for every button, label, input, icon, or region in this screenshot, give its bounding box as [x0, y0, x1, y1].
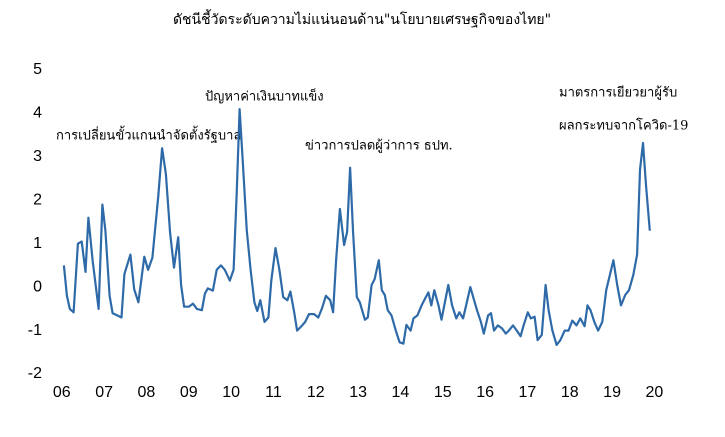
annotation: มาตรการเยียวยาผู้รับ — [559, 85, 677, 101]
annotation: ปัญหาค่าเงินบาทแข็ง — [205, 87, 324, 105]
x-tick-label: 15 — [434, 384, 452, 401]
y-tick-label: 3 — [33, 148, 42, 165]
x-tick-label: 10 — [222, 384, 240, 401]
x-tick-label: 19 — [603, 384, 621, 401]
x-tick-label: 06 — [53, 384, 71, 401]
y-tick-label: 5 — [33, 61, 42, 78]
x-tick-label: 18 — [561, 384, 579, 401]
y-tick-label: 4 — [33, 105, 42, 122]
y-tick-label: 1 — [33, 235, 42, 252]
annotation: ผลกระทบจากโควิด-19 — [559, 118, 688, 134]
y-tick-label: 2 — [33, 192, 42, 209]
x-tick-label: 11 — [265, 384, 282, 401]
x-tick-label: 09 — [180, 384, 198, 401]
x-tick-label: 17 — [519, 384, 537, 401]
y-tick-label: -2 — [28, 365, 42, 382]
x-tick-label: 20 — [646, 384, 664, 401]
x-tick-label: 13 — [349, 384, 367, 401]
annotation: การเปลี่ยนขั้วแกนนำจัดตั้งรัฐบาล — [56, 126, 241, 144]
x-tick-label: 08 — [138, 384, 156, 401]
chart-title: ดัชนีชี้วัดระดับความไม่แน่นอนด้าน"นโยบาย… — [173, 9, 551, 28]
annotation: ข่าวการปลดผู้ว่าการ ธปท. — [305, 139, 453, 154]
data-line — [62, 108, 651, 346]
x-tick-label: 12 — [307, 384, 325, 401]
x-tick-label: 16 — [476, 384, 494, 401]
y-tick-label: 0 — [33, 278, 42, 295]
x-tick-label: 07 — [95, 384, 113, 401]
x-tick-label: 14 — [392, 384, 410, 401]
y-tick-label: -1 — [28, 322, 42, 339]
